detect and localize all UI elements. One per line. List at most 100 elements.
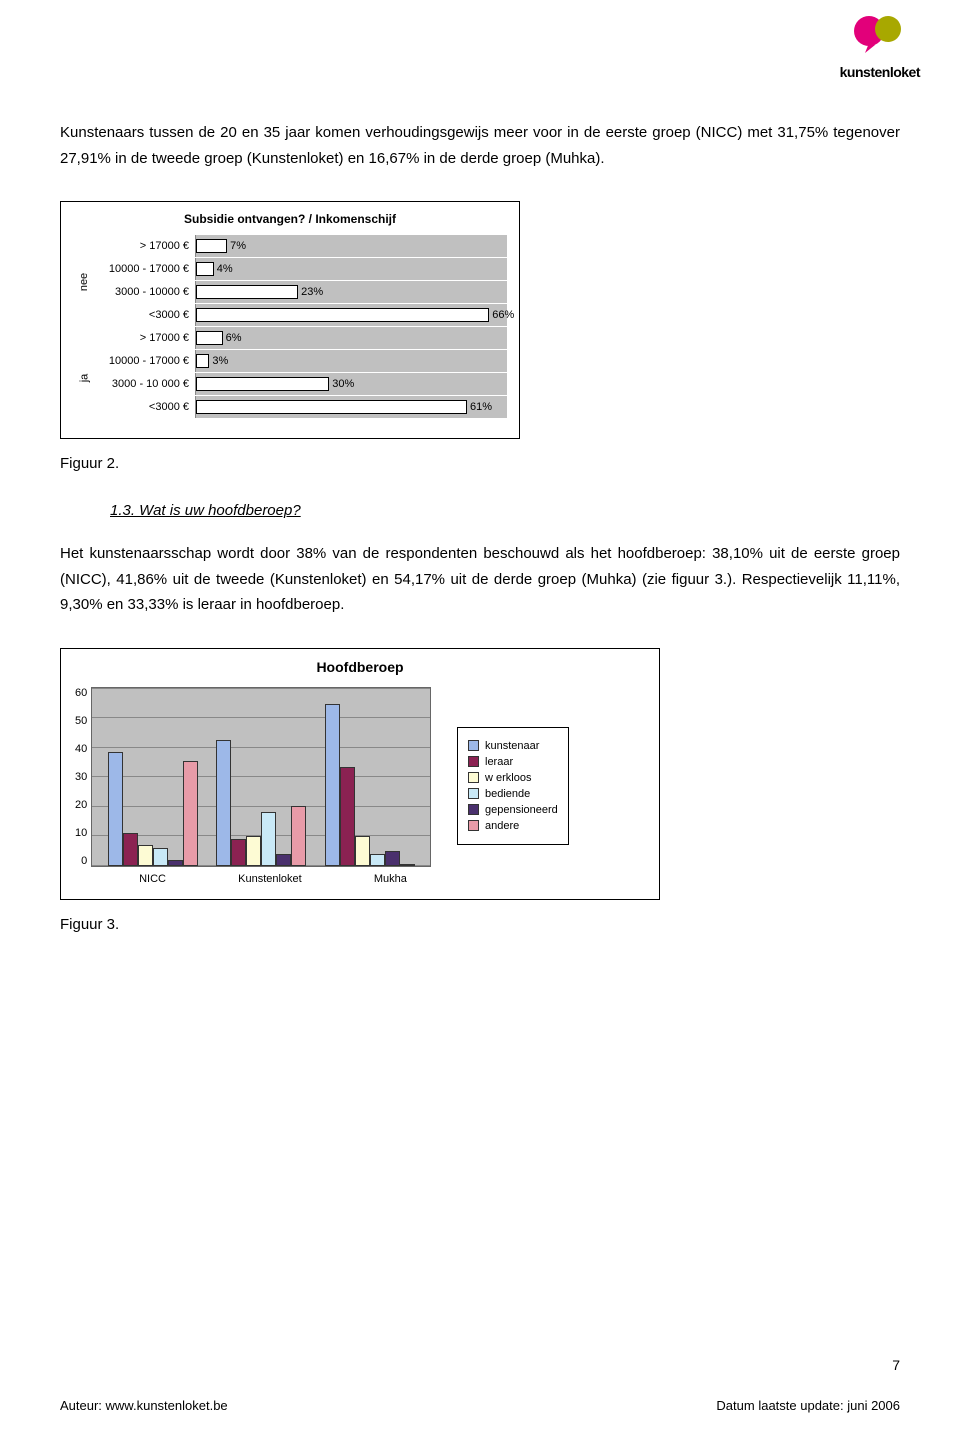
- chart2-legend-swatch: [468, 772, 479, 783]
- chart2-bar: [108, 752, 123, 866]
- chart2-bar: [246, 836, 261, 866]
- chart1-bar: 4%: [196, 262, 214, 276]
- chart1-bar: 61%: [196, 400, 467, 414]
- chart1-value-label: 61%: [470, 401, 492, 413]
- chart2-title: Hoofdberoep: [75, 659, 645, 675]
- chart2-bar: [370, 854, 385, 866]
- chart1-row: > 17000 €6%: [95, 327, 507, 349]
- chart2-legend-label: bediende: [485, 788, 530, 800]
- chart2-bar: [325, 704, 340, 866]
- chart1-bar: 30%: [196, 377, 329, 391]
- chart1-category-label: 10000 - 17000 €: [95, 263, 195, 275]
- chart2-x-tick: Mukha: [374, 873, 407, 885]
- chart1-bar: 23%: [196, 285, 298, 299]
- chart1-value-label: 6%: [226, 332, 242, 344]
- chart2-legend-item: kunstenaar: [468, 740, 558, 752]
- chart-hoofdberoep: Hoofdberoep 60 50 40 30 20 10 0 NICC Kunstenlok…: [60, 648, 660, 900]
- footer-date: Datum laatste update: juni 2006: [716, 1398, 900, 1413]
- section-heading-1-3: 1.3. Wat is uw hoofdberoep?: [110, 502, 900, 519]
- chart2-y-tick: 30: [75, 771, 87, 783]
- chart2-legend-label: leraar: [485, 756, 513, 768]
- chart1-category-label: > 17000 €: [95, 240, 195, 252]
- logo-bubbles-icon: [853, 15, 907, 62]
- chart2-bar: [291, 806, 306, 866]
- chart2-bar: [340, 767, 355, 866]
- chart2-legend-label: gepensioneerd: [485, 804, 558, 816]
- chart2-legend-label: andere: [485, 820, 519, 832]
- chart1-value-label: 66%: [492, 309, 514, 321]
- chart2-y-tick: 50: [75, 715, 87, 727]
- chart1-row: <3000 €61%: [95, 396, 507, 418]
- chart2-legend-item: leraar: [468, 756, 558, 768]
- chart1-value-label: 30%: [332, 378, 354, 390]
- chart2-legend-item: gepensioneerd: [468, 804, 558, 816]
- chart1-group-axis-label: ja: [73, 330, 95, 426]
- chart1-category-label: 3000 - 10000 €: [95, 286, 195, 298]
- chart2-bar: [183, 761, 198, 866]
- chart2-bar: [216, 740, 231, 866]
- chart1-bar: 7%: [196, 239, 227, 253]
- chart1-category-label: 3000 - 10 000 €: [95, 378, 195, 390]
- page-number: 7: [892, 1357, 900, 1373]
- chart2-legend-swatch: [468, 820, 479, 831]
- chart2-legend-swatch: [468, 788, 479, 799]
- chart2-bar: [138, 845, 153, 866]
- logo-text: kunstenloket: [840, 64, 920, 80]
- chart1-group-axis-label: nee: [73, 234, 95, 330]
- chart1-bar: 6%: [196, 331, 223, 345]
- chart2-legend: kunstenaar leraar w erkloos bediende gepensi…: [457, 727, 569, 845]
- figure-3-label: Figuur 3.: [60, 916, 900, 933]
- chart1-row: > 17000 €7%: [95, 235, 507, 257]
- chart2-y-tick: 0: [81, 855, 87, 867]
- paragraph-1: Kunstenaars tussen de 20 en 35 jaar kome…: [60, 120, 900, 171]
- chart1-row: 10000 - 17000 €3%: [95, 350, 507, 372]
- chart2-y-tick: 10: [75, 827, 87, 839]
- chart1-value-label: 3%: [212, 355, 228, 367]
- paragraph-2: Het kunstenaarsschap wordt door 38% van …: [60, 541, 900, 618]
- chart1-category-label: <3000 €: [95, 309, 195, 321]
- chart1-row: 3000 - 10 000 €30%: [95, 373, 507, 395]
- chart2-y-tick: 60: [75, 687, 87, 699]
- chart1-category-label: > 17000 €: [95, 332, 195, 344]
- chart2-legend-item: w erkloos: [468, 772, 558, 784]
- chart1-row: 10000 - 17000 €4%: [95, 258, 507, 280]
- chart-subsidie-inkomenschijf: Subsidie ontvangen? / Inkomenschijf neej…: [60, 201, 520, 439]
- chart1-category-label: <3000 €: [95, 401, 195, 413]
- chart2-legend-swatch: [468, 804, 479, 815]
- chart2-legend-swatch: [468, 756, 479, 767]
- chart2-legend-item: andere: [468, 820, 558, 832]
- chart2-bar: [276, 854, 291, 866]
- chart2-plot-area: [91, 687, 431, 867]
- chart2-x-tick: Kunstenloket: [238, 873, 302, 885]
- chart2-y-tick: 40: [75, 743, 87, 755]
- figure-2-label: Figuur 2.: [60, 455, 900, 472]
- chart2-legend-item: bediende: [468, 788, 558, 800]
- chart2-bar: [231, 839, 246, 866]
- chart1-value-label: 4%: [217, 263, 233, 275]
- chart2-bar: [400, 864, 415, 866]
- chart2-bar: [123, 833, 138, 866]
- chart2-y-tick: 20: [75, 799, 87, 811]
- chart2-bar: [385, 851, 400, 866]
- brand-logo: kunstenloket: [840, 15, 920, 80]
- chart2-bar-group: [108, 752, 198, 866]
- chart2-x-tick: NICC: [139, 873, 166, 885]
- chart1-bar: 66%: [196, 308, 489, 322]
- chart1-row: <3000 €66%: [95, 304, 507, 326]
- chart2-legend-label: kunstenaar: [485, 740, 539, 752]
- footer-author: Auteur: www.kunstenloket.be: [60, 1398, 228, 1413]
- chart1-title: Subsidie ontvangen? / Inkomenschijf: [73, 212, 507, 226]
- chart2-bar: [355, 836, 370, 866]
- chart1-bar: 3%: [196, 354, 209, 368]
- chart1-category-label: 10000 - 17000 €: [95, 355, 195, 367]
- chart2-bar: [153, 848, 168, 866]
- chart2-legend-label: w erkloos: [485, 772, 531, 784]
- chart1-value-label: 23%: [301, 286, 323, 298]
- chart2-x-axis: NICC Kunstenloket Mukha: [103, 873, 443, 885]
- chart2-legend-swatch: [468, 740, 479, 751]
- chart2-bar-group: [325, 704, 415, 866]
- chart2-bar: [261, 812, 276, 866]
- chart2-bar-group: [216, 740, 306, 866]
- chart1-value-label: 7%: [230, 240, 246, 252]
- chart1-row: 3000 - 10000 €23%: [95, 281, 507, 303]
